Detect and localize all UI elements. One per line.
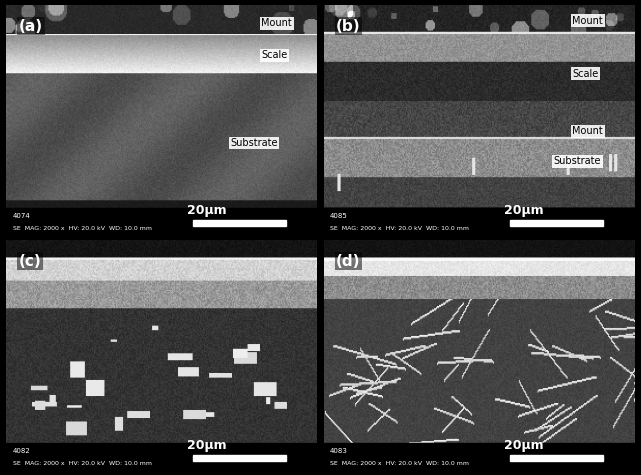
Text: (b): (b) [336, 19, 361, 34]
Bar [6, 208, 317, 235]
Text: 20μm: 20μm [187, 204, 226, 218]
Text: 20μm: 20μm [504, 204, 544, 218]
Text: 20μm: 20μm [187, 439, 226, 452]
Text: SE  MAG: 2000 x  HV: 20.0 kV  WD: 10.0 mm: SE MAG: 2000 x HV: 20.0 kV WD: 10.0 mm [13, 226, 152, 231]
Text: Scale: Scale [262, 50, 288, 60]
Text: 4083: 4083 [330, 447, 347, 454]
Text: Mount: Mount [572, 16, 603, 26]
Bar [6, 443, 317, 470]
Text: 20μm: 20μm [504, 439, 544, 452]
Bar [510, 455, 603, 461]
Bar [510, 220, 603, 226]
Bar [324, 443, 635, 470]
Text: Mount: Mount [572, 126, 603, 136]
Text: (d): (d) [336, 254, 360, 269]
Bar [324, 208, 635, 235]
Text: Substrate: Substrate [230, 138, 278, 148]
Text: SE  MAG: 2000 x  HV: 20.0 kV  WD: 10.0 mm: SE MAG: 2000 x HV: 20.0 kV WD: 10.0 mm [330, 461, 469, 466]
Text: 4085: 4085 [330, 213, 347, 219]
Text: Mount: Mount [262, 18, 292, 28]
Bar [193, 455, 287, 461]
Text: (a): (a) [19, 19, 43, 34]
Bar [193, 220, 287, 226]
Text: 4082: 4082 [13, 447, 30, 454]
Text: (c): (c) [19, 254, 42, 269]
Text: Scale: Scale [572, 69, 599, 79]
Text: Substrate: Substrate [554, 156, 601, 166]
Text: SE  MAG: 2000 x  HV: 20.0 kV  WD: 10.0 mm: SE MAG: 2000 x HV: 20.0 kV WD: 10.0 mm [330, 226, 469, 231]
Text: 4074: 4074 [13, 213, 30, 219]
Text: SE  MAG: 2000 x  HV: 20.0 kV  WD: 10.0 mm: SE MAG: 2000 x HV: 20.0 kV WD: 10.0 mm [13, 461, 152, 466]
